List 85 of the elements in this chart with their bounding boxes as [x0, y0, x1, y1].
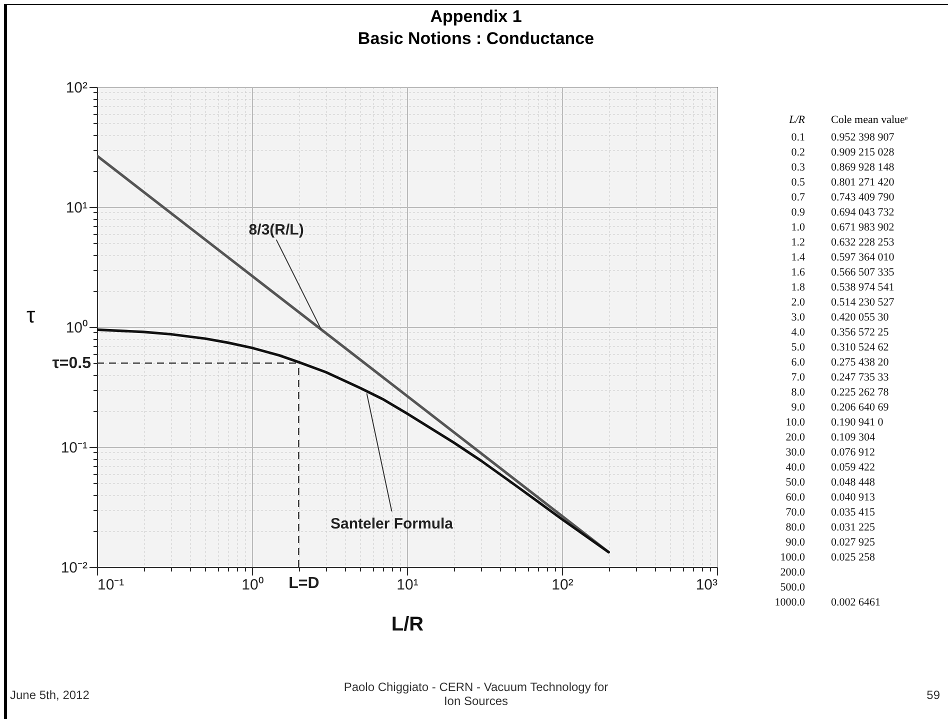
category-label: 0.2	[791, 146, 805, 158]
category-label: 4.0	[791, 326, 806, 338]
annotation: Santeler Formula	[330, 515, 454, 532]
category-label: 3.0	[791, 312, 806, 324]
category-label: 500.0	[780, 582, 806, 594]
text: 0.356 572 25	[831, 326, 889, 338]
text: 0.694 043 732	[831, 206, 894, 218]
y-tick-label: 10²	[66, 80, 88, 96]
category-label: 10.0	[786, 416, 806, 428]
text: 0.109 304	[831, 432, 875, 444]
text: 0.040 913	[831, 492, 875, 504]
x-tick-label: 10⁰	[242, 576, 264, 594]
x-tick-label: 10²	[552, 576, 574, 594]
text: 0.310 524 62	[831, 342, 889, 354]
category-label: 0.5	[791, 176, 806, 188]
category-label: 1000.0	[774, 596, 806, 608]
text: Cole mean valueᵉ	[831, 114, 908, 126]
category-label: 200.0	[780, 566, 806, 578]
text: 0.002 6461	[831, 596, 880, 608]
category-label: 60.0	[786, 492, 806, 504]
text: 0.048 448	[831, 476, 875, 488]
y-axis-title: τ	[26, 302, 36, 328]
text: 0.275 438 20	[831, 356, 889, 368]
category-label: 1.2	[791, 236, 805, 248]
ref-line-label: L=D	[288, 575, 320, 592]
category-label: 0.1	[791, 132, 805, 144]
ref-line-label: τ=0.5	[52, 355, 92, 372]
text: 0.632 228 253	[831, 236, 894, 248]
text: 0.952 398 907	[831, 132, 894, 144]
category-label: 40.0	[786, 462, 806, 474]
category-label: 0.3	[791, 162, 806, 174]
category-label: 8.0	[791, 386, 806, 398]
category-label: 9.0	[791, 402, 806, 414]
text: 0.801 271 420	[831, 176, 894, 188]
text: 0.059 422	[831, 462, 875, 474]
category-label: 7.0	[791, 372, 806, 384]
text: 0.909 215 028	[831, 146, 894, 158]
chart-title: Appendix 1	[429, 6, 523, 28]
text: 0.027 925	[831, 536, 875, 548]
text: 0.420 055 30	[831, 312, 889, 324]
text: 0.190 941 0	[831, 416, 884, 428]
text: 0.025 258	[831, 552, 875, 564]
text: 0.247 735 33	[831, 372, 889, 384]
annotation: 8/3(R/L)	[248, 222, 304, 239]
text: 0.671 983 902	[831, 222, 894, 234]
category-label: 20.0	[786, 432, 806, 444]
text: 0.206 640 69	[831, 402, 889, 414]
text: 0.225 262 78	[831, 386, 889, 398]
x-tick-label: 10¹	[396, 576, 418, 594]
category-label: 50.0	[786, 476, 806, 488]
category-label: 100.0	[780, 552, 806, 564]
y-tick-label: 10⁰	[66, 320, 88, 336]
y-tick-label: 10⁻¹	[60, 440, 88, 456]
text: 0.538 974 541	[831, 282, 894, 294]
x-tick-label: 10⁻¹	[98, 576, 124, 594]
category-label: 1.0	[791, 222, 806, 234]
text: 0.031 225	[831, 522, 875, 534]
category-label: 0.7	[791, 192, 806, 204]
text: 0.566 507 335	[831, 266, 894, 278]
y-tick-label: 10⁻²	[60, 560, 88, 576]
x-axis-title: L/R	[391, 614, 424, 636]
category-label: 90.0	[786, 536, 806, 548]
category-label: 2.0	[791, 296, 806, 308]
x-tick-label: 10³	[696, 576, 718, 594]
category-label: 0.9	[791, 206, 806, 218]
category-label: 5.0	[791, 342, 806, 354]
category-label: 30.0	[786, 446, 806, 458]
y-tick-label: 10¹	[66, 200, 88, 216]
category-label: 1.6	[791, 266, 806, 278]
category-label: 80.0	[786, 522, 806, 534]
text: 0.035 415	[831, 506, 875, 518]
text: 0.514 230 527	[831, 296, 894, 308]
text: L/R	[788, 114, 806, 126]
chart-subtitle: Basic Notions : Conductance	[356, 28, 596, 50]
category-label: 1.4	[791, 252, 806, 264]
text: 0.743 409 790	[831, 192, 894, 204]
text: 0.597 364 010	[831, 252, 894, 264]
category-label: 70.0	[786, 506, 806, 518]
text: June 5th, 2012	[10, 688, 90, 702]
text: 59	[926, 688, 940, 702]
category-label: 6.0	[791, 356, 806, 368]
text: Paolo Chiggiato - CERN - Vacuum Technology for Ion Sources	[342, 680, 610, 708]
category-label: 1.8	[791, 282, 806, 294]
text: 0.869 928 148	[831, 162, 894, 174]
text: 0.076 912	[831, 446, 875, 458]
